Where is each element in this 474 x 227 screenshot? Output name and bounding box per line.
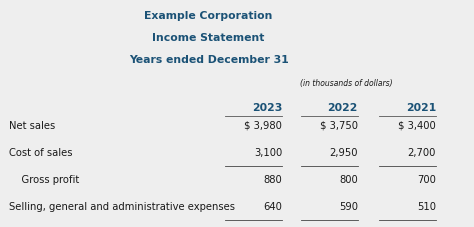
- Text: Gross profit: Gross profit: [9, 174, 79, 184]
- Text: 2,700: 2,700: [408, 147, 436, 157]
- Text: 880: 880: [263, 174, 282, 184]
- Text: 640: 640: [263, 201, 282, 211]
- Text: 2021: 2021: [406, 102, 436, 112]
- Text: $ 3,750: $ 3,750: [320, 120, 358, 130]
- Text: 3,100: 3,100: [254, 147, 282, 157]
- Text: Income Statement: Income Statement: [152, 33, 265, 43]
- Text: Cost of sales: Cost of sales: [9, 147, 72, 157]
- Text: $ 3,400: $ 3,400: [398, 120, 436, 130]
- Text: (in thousands of dollars): (in thousands of dollars): [300, 78, 392, 87]
- Text: 700: 700: [417, 174, 436, 184]
- Text: 510: 510: [417, 201, 436, 211]
- Text: 2,950: 2,950: [329, 147, 358, 157]
- Text: Net sales: Net sales: [9, 120, 55, 130]
- Text: 2022: 2022: [328, 102, 358, 112]
- Text: $ 3,980: $ 3,980: [244, 120, 282, 130]
- Text: 590: 590: [339, 201, 358, 211]
- Text: Selling, general and administrative expenses: Selling, general and administrative expe…: [9, 201, 235, 211]
- Text: 2023: 2023: [252, 102, 282, 112]
- Text: Example Corporation: Example Corporation: [145, 11, 273, 21]
- Text: 800: 800: [339, 174, 358, 184]
- Text: Years ended December 31: Years ended December 31: [128, 54, 289, 64]
